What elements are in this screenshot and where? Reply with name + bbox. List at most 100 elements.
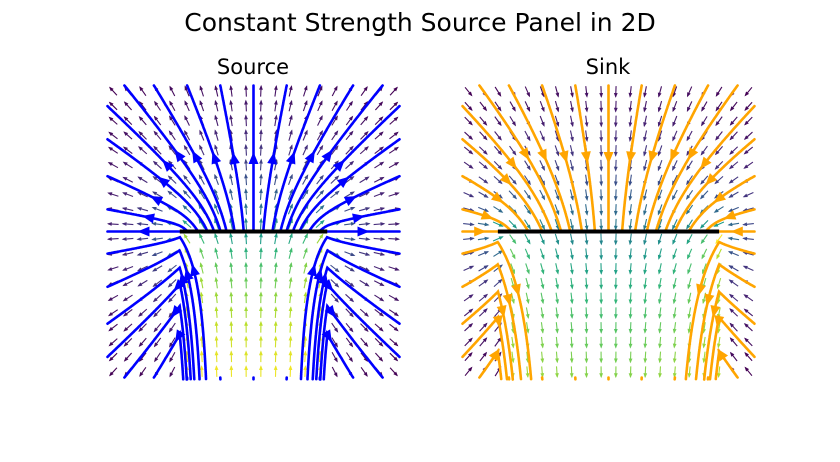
quiver-arrow bbox=[229, 173, 234, 186]
quiver-arrow bbox=[599, 130, 604, 143]
quiver-arrow bbox=[374, 338, 384, 347]
streamline-arrow bbox=[357, 226, 370, 237]
quiver-arrow bbox=[214, 262, 219, 274]
quiver-arrow bbox=[686, 175, 693, 186]
quiver-arrow bbox=[389, 323, 399, 332]
quiver-arrow bbox=[214, 99, 219, 112]
quiver-arrow bbox=[464, 337, 473, 347]
quiver-arrow bbox=[524, 219, 531, 230]
quiver-arrow bbox=[317, 100, 323, 112]
quiver-arrow bbox=[569, 218, 574, 231]
quiver-arrow bbox=[138, 146, 148, 155]
quiver-arrow bbox=[123, 323, 133, 332]
quiver-arrow bbox=[344, 251, 356, 257]
quiver-arrow bbox=[244, 350, 249, 363]
quiver-arrow bbox=[613, 351, 618, 364]
quiver-arrow bbox=[613, 366, 618, 379]
streamline-arrow bbox=[150, 196, 164, 206]
quiver-arrow bbox=[331, 366, 338, 378]
quiver-arrow bbox=[463, 294, 474, 302]
quiver-arrow bbox=[244, 99, 248, 112]
quiver-arrow bbox=[168, 145, 177, 155]
quiver-arrow bbox=[151, 206, 163, 212]
quiver-arrow bbox=[331, 322, 339, 333]
quiver-arrow bbox=[540, 351, 545, 364]
quiver-arrow bbox=[727, 222, 740, 227]
quiver-arrow bbox=[658, 366, 662, 379]
quiver-arrow bbox=[244, 320, 249, 333]
quiver-arrow bbox=[743, 161, 754, 169]
quiver-arrow bbox=[743, 131, 753, 140]
quiver-arrow bbox=[183, 144, 191, 156]
quiver-arrow bbox=[373, 192, 385, 197]
quiver-arrow bbox=[714, 146, 723, 156]
quiver-arrow bbox=[701, 116, 708, 127]
quiver-arrow bbox=[658, 351, 662, 364]
quiver-arrow bbox=[729, 116, 738, 126]
quiver-arrow bbox=[358, 222, 371, 226]
quiver-arrow bbox=[315, 204, 325, 214]
quiver-arrow bbox=[244, 261, 248, 274]
quiver-arrow bbox=[183, 174, 191, 185]
quiver-arrow bbox=[599, 292, 604, 305]
quiver-arrow bbox=[494, 86, 502, 97]
streamline-arrow bbox=[705, 173, 718, 186]
quiver-arrow bbox=[672, 366, 677, 379]
quiver-arrow bbox=[259, 99, 263, 112]
quiver-arrow bbox=[524, 86, 530, 98]
quiver-arrow bbox=[701, 101, 708, 112]
quiver-arrow bbox=[658, 336, 662, 349]
quiver-arrow bbox=[672, 351, 677, 364]
quiver-arrow bbox=[613, 218, 618, 231]
quiver-arrow bbox=[584, 263, 589, 275]
quiver-arrow bbox=[288, 129, 293, 141]
quiver-arrow bbox=[151, 237, 163, 241]
quiver-arrow bbox=[554, 189, 560, 201]
quiver-arrow bbox=[345, 115, 354, 126]
quiver-arrow bbox=[672, 233, 678, 245]
quiver-arrow bbox=[643, 189, 648, 201]
figure-suptitle: Constant Strength Source Panel in 2D bbox=[184, 8, 656, 37]
quiver-arrow bbox=[478, 251, 490, 257]
quiver-arrow bbox=[628, 322, 633, 334]
quiver-arrow bbox=[628, 100, 633, 113]
quiver-arrow bbox=[643, 351, 648, 364]
quiver-arrow bbox=[742, 191, 754, 198]
streamlines bbox=[106, 84, 401, 381]
quiver-arrow bbox=[199, 233, 205, 244]
quiver-arrow bbox=[687, 248, 693, 260]
quiver-arrow bbox=[214, 232, 219, 245]
quiver-arrow bbox=[628, 204, 633, 216]
quiver-arrow bbox=[273, 276, 278, 289]
quiver-arrow bbox=[727, 236, 740, 241]
quiver-arrow bbox=[122, 294, 133, 302]
quiver-arrow bbox=[728, 293, 739, 302]
quiver-arrow bbox=[183, 233, 191, 244]
quiver-arrow bbox=[153, 322, 162, 333]
quiver-arrow bbox=[584, 233, 589, 246]
streamline-arrow bbox=[157, 176, 171, 189]
quiver-arrow bbox=[331, 130, 339, 141]
quiver-arrow bbox=[374, 308, 384, 317]
quiver-arrow bbox=[184, 100, 190, 112]
quiver-arrow bbox=[584, 277, 589, 290]
quiver-arrow bbox=[672, 115, 678, 127]
quiver-arrow bbox=[492, 221, 504, 227]
quiver-arrow bbox=[555, 277, 560, 290]
quiver-arrow bbox=[214, 173, 219, 185]
quiver-arrow bbox=[524, 233, 531, 245]
quiver-arrow bbox=[138, 337, 147, 348]
quiver-arrow bbox=[687, 277, 692, 290]
quiver-arrow bbox=[687, 263, 692, 275]
quiver-arrow bbox=[229, 188, 234, 200]
quiver-arrow bbox=[108, 323, 118, 332]
quiver-arrow bbox=[539, 219, 545, 230]
quiver-arrow bbox=[569, 351, 574, 364]
quiver-arrow bbox=[628, 86, 633, 98]
quiver-arrow bbox=[123, 146, 133, 155]
quiver-arrow bbox=[388, 309, 399, 317]
quiver-arrow bbox=[672, 307, 677, 319]
quiver-arrow bbox=[259, 158, 263, 171]
quiver-arrow bbox=[259, 188, 263, 200]
quiver-arrow bbox=[613, 336, 618, 349]
